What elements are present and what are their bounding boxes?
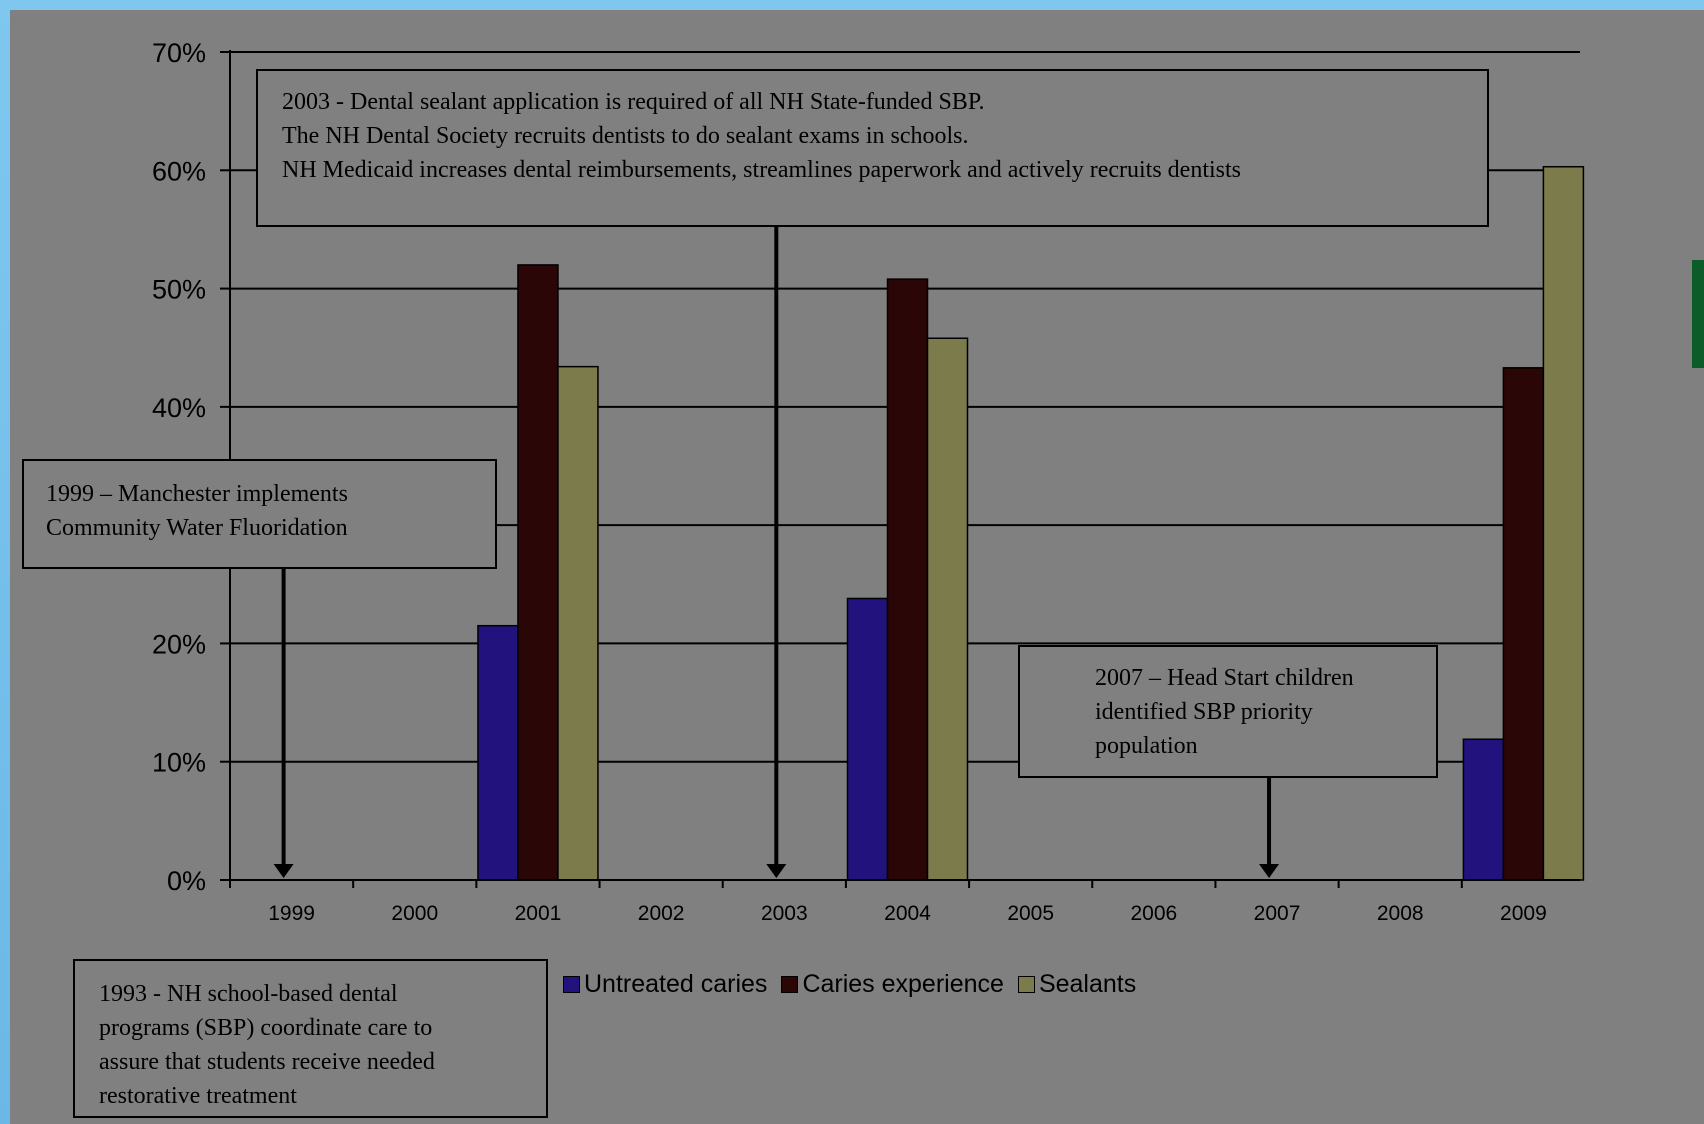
- annotation-arrows: [273, 225, 1280, 878]
- legend-label-caries-experience: Caries experience: [802, 970, 1004, 998]
- y-tick-label: 10%: [152, 748, 206, 778]
- y-tick-label: 20%: [152, 629, 206, 659]
- bar: [1462, 738, 1505, 881]
- annotation-2007: 2007 – Head Start children identified SB…: [1018, 645, 1438, 778]
- annotation-1999: 1999 – Manchester implements Community W…: [22, 459, 497, 569]
- x-tick-label: 2003: [761, 902, 808, 925]
- x-tick-label: 2008: [1377, 902, 1424, 925]
- annotation-2003: 2003 - Dental sealant application is req…: [256, 69, 1489, 227]
- x-tick-label: 2001: [515, 902, 562, 925]
- axes: 0% 10% 20% 40% 50% 60% 70% 1999 2000 2001 2002 2003…: [152, 38, 1580, 925]
- bar: [926, 337, 969, 881]
- legend-swatch-sealants: [1017, 976, 1035, 993]
- x-tick-label: 2000: [391, 902, 438, 925]
- side-tab-decoration: [1692, 260, 1704, 368]
- legend-swatch-untreated-caries: [563, 976, 580, 993]
- y-tick-label: 40%: [152, 393, 206, 423]
- bar: [517, 264, 559, 881]
- y-tick-label: 70%: [152, 38, 206, 68]
- bar: [557, 365, 599, 881]
- x-tick-label: 2009: [1500, 902, 1547, 925]
- x-tick-label: 2004: [884, 902, 931, 925]
- legend-label-sealants: Sealants: [1038, 970, 1137, 998]
- legend-swatch-caries-experience: [781, 976, 799, 993]
- legend-label-untreated-caries: Untreated caries: [584, 970, 768, 998]
- y-tick-label: 50%: [152, 275, 206, 305]
- y-tick-label: 60%: [152, 156, 206, 186]
- bar: [846, 597, 889, 881]
- x-tick-label: 2006: [1131, 902, 1178, 925]
- annotation-arrow-head: [273, 864, 294, 878]
- y-tick-label: 0%: [167, 866, 206, 896]
- x-tick-label: 2005: [1007, 902, 1054, 925]
- bars: [477, 165, 1585, 881]
- bar: [477, 624, 519, 881]
- x-tick-label: 1999: [268, 902, 315, 925]
- annotation-arrow-head: [766, 864, 787, 878]
- annotation-1993: 1993 - NH school-based dental programs (…: [73, 959, 548, 1118]
- x-tick-label: 2002: [638, 902, 685, 925]
- legend-item-untreated-caries: Untreated caries: [563, 970, 767, 999]
- legend-item-sealants: Sealants: [1017, 970, 1137, 999]
- legend: Untreated caries Caries experience Seala…: [563, 970, 1136, 999]
- bar: [1542, 165, 1585, 881]
- bar: [886, 278, 929, 881]
- legend-item-caries-experience: Caries experience: [781, 970, 1004, 999]
- bar: [1502, 367, 1545, 881]
- annotation-arrow-head: [1259, 864, 1280, 878]
- x-tick-label: 2007: [1254, 902, 1301, 925]
